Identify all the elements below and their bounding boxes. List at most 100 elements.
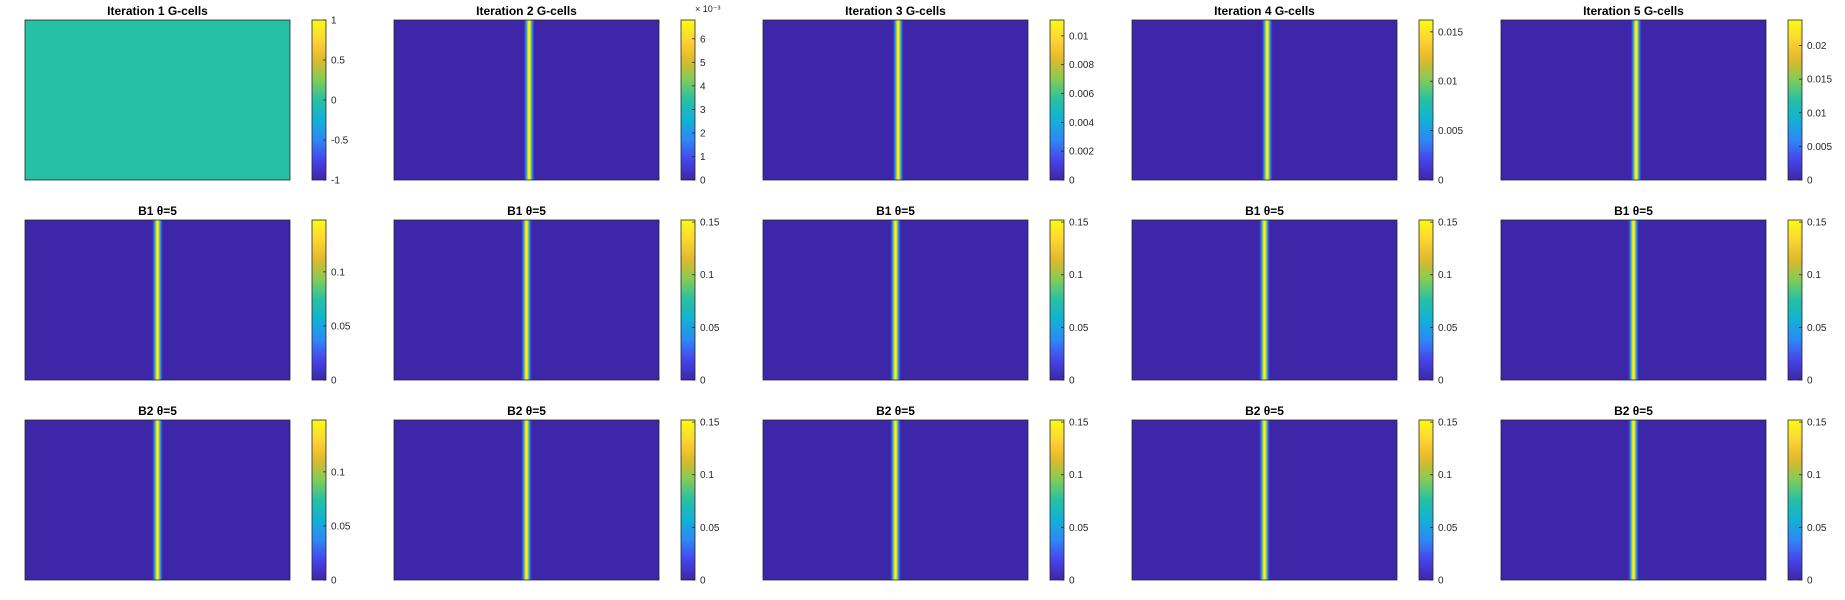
- colorbar-tick-label: 0.5: [331, 56, 345, 67]
- colorbar-tick-label: 0.15: [1069, 218, 1089, 229]
- colorbar-tick-label: 0.05: [1069, 523, 1089, 534]
- colorbar-tick-label: 6: [700, 34, 706, 45]
- colorbar: 1 0.5 0 -0.5 -1: [311, 16, 349, 187]
- colorbar-tick-label: 0.05: [1069, 323, 1089, 334]
- colorbar-tick-label: 0: [700, 576, 706, 587]
- panel-frame: [762, 219, 1029, 381]
- colorbar-tick-label: 0.1: [1069, 270, 1083, 281]
- heatmap-panel-7: B1 θ=5 0.15 0.1 0.05 0: [393, 204, 720, 387]
- colorbar-tick-label: 0.15: [700, 218, 720, 229]
- heatmap-panel-13: B2 θ=5 0.15 0.1 0.05 0: [762, 404, 1089, 587]
- panel-frame: [24, 19, 291, 181]
- colorbar-tick-label: 0.005: [1807, 142, 1832, 153]
- colorbar-gradient: [680, 419, 696, 581]
- colorbar-tick-label: 0.05: [1438, 323, 1458, 334]
- colorbar: 0.1 0.05 0: [311, 419, 351, 587]
- colorbar-tick-label: 0.15: [1438, 418, 1458, 429]
- colorbar-tick-label: -1: [331, 176, 340, 187]
- colorbar-gradient: [1049, 419, 1065, 581]
- colorbar-gradient: [1049, 219, 1065, 381]
- colorbar-gradient: [680, 219, 696, 381]
- heatmap-panel-5: Iteration 5 G-cells 0.02 0.015 0.01 0.005 0: [1500, 4, 1832, 187]
- heatmap-stripe: [152, 420, 163, 580]
- panel-title: B2 θ=5: [1614, 404, 1653, 418]
- panel-title: B2 θ=5: [507, 404, 546, 418]
- heatmap-stripe: [524, 20, 535, 180]
- heatmap-stripe: [890, 220, 901, 380]
- colorbar-tick-label: 0.15: [1807, 418, 1827, 429]
- colorbar-tick-label: 0: [331, 576, 337, 587]
- colorbar-tick-label: 0.05: [331, 521, 351, 532]
- colorbar-tick-label: 0.015: [1438, 27, 1463, 38]
- panel-frame: [1500, 19, 1767, 181]
- heatmap-stripe: [1631, 20, 1642, 180]
- colorbar-tick-label: 0: [700, 376, 706, 387]
- colorbar-tick-label: 0: [331, 376, 337, 387]
- panel-grid: Iteration 1 G-cells10.50-0.5-1Iteration …: [24, 4, 1832, 587]
- colorbar: 0.15 0.1 0.05 0: [1049, 218, 1089, 387]
- heatmap-panel-6: B1 θ=5 0.1 0.05 0: [24, 204, 351, 387]
- colorbar-tick-label: 0.1: [331, 267, 345, 278]
- colorbar-tick-label: 0.15: [700, 418, 720, 429]
- panel-frame: [393, 19, 660, 181]
- colorbar-exponent: × 10⁻³: [695, 4, 721, 14]
- colorbar-tick-label: 0.05: [1438, 523, 1458, 534]
- colorbar-tick-label: 0: [1438, 376, 1444, 387]
- colorbar-tick-label: 0: [1069, 176, 1075, 187]
- colorbar-gradient: [311, 219, 327, 381]
- heatmap-field: [25, 20, 290, 180]
- colorbar-gradient: [1787, 19, 1803, 181]
- colorbar-tick-label: 0.15: [1807, 218, 1827, 229]
- colorbar-tick-label: 0.05: [331, 321, 351, 332]
- colorbar: 0.01 0.008 0.006 0.004 0.002 0: [1049, 19, 1094, 187]
- colorbar-tick-label: 0.1: [331, 467, 345, 478]
- colorbar-tick-label: 5: [700, 58, 706, 69]
- heatmap-panel-3: Iteration 3 G-cells0.010.0080.0060.0040.…: [762, 4, 1094, 187]
- heatmap-stripe: [890, 420, 901, 580]
- colorbar-tick-label: 0: [1807, 576, 1813, 587]
- heatmap-panel-8: B1 θ=5 0.15 0.1 0.05 0: [762, 204, 1089, 387]
- colorbar-tick-label: 0.1: [1807, 470, 1821, 481]
- colorbar-tick-label: 0.15: [1438, 218, 1458, 229]
- colorbar-gradient: [1418, 219, 1434, 381]
- heatmap-stripe: [1262, 20, 1273, 180]
- panel-frame: [762, 19, 1029, 181]
- panel-frame: [762, 419, 1029, 581]
- panel-title: B1 θ=5: [138, 204, 177, 218]
- colorbar: 0.15 0.1 0.05 0: [1418, 218, 1458, 387]
- panel-title: B2 θ=5: [1245, 404, 1284, 418]
- colorbar-tick-label: 0.1: [700, 470, 714, 481]
- colorbar-tick-label: 0: [331, 96, 337, 107]
- heatmap-panel-4: Iteration 4 G-cells 0.015 0.01 0.005 0: [1131, 4, 1463, 187]
- panel-title: Iteration 3 G-cells: [845, 4, 946, 18]
- panel-frame: [393, 419, 660, 581]
- colorbar-tick-label: 0.01: [1438, 77, 1458, 88]
- colorbar-tick-label: 0.005: [1438, 126, 1463, 137]
- colorbar-tick-label: 0.002: [1069, 147, 1094, 158]
- colorbar-tick-label: 0.1: [1438, 270, 1452, 281]
- panel-title: Iteration 1 G-cells: [107, 4, 208, 18]
- heatmap-stripe: [521, 420, 532, 580]
- colorbar-tick-label: 3: [700, 105, 706, 116]
- colorbar-tick-label: 0.15: [1069, 418, 1089, 429]
- colorbar: 6 5 4 3 2 1 0 × 10⁻³: [680, 4, 721, 187]
- colorbar-tick-label: 0: [1069, 376, 1075, 387]
- colorbar-tick-label: 0.01: [1069, 31, 1089, 42]
- panel-frame: [1131, 419, 1398, 581]
- colorbar-tick-label: 0.015: [1807, 75, 1832, 86]
- heatmap-panel-14: B2 θ=5 0.15 0.1 0.05 0: [1131, 404, 1458, 587]
- colorbar: 0.15 0.1 0.05 0: [1787, 218, 1827, 387]
- colorbar-tick-label: 0.1: [1807, 270, 1821, 281]
- panel-title: Iteration 5 G-cells: [1583, 4, 1684, 18]
- colorbar-tick-label: 0.1: [1438, 470, 1452, 481]
- heatmap-stripe: [1628, 420, 1639, 580]
- panel-title: Iteration 4 G-cells: [1214, 4, 1315, 18]
- panel-frame: [24, 219, 291, 381]
- colorbar-tick-label: 0.05: [700, 323, 720, 334]
- colorbar-tick-label: 0: [700, 176, 706, 187]
- colorbar-tick-label: 0.01: [1807, 108, 1827, 119]
- panel-frame: [1500, 419, 1767, 581]
- panel-frame: [1131, 219, 1398, 381]
- colorbar-tick-label: 0.05: [1807, 323, 1827, 334]
